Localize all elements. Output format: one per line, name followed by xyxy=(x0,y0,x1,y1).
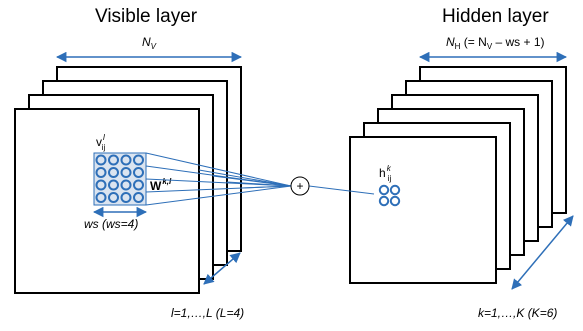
patch-ring-icon xyxy=(133,192,144,203)
patch-ring-icon xyxy=(120,192,132,203)
hidden-layer-stack xyxy=(349,66,567,284)
connection-line xyxy=(240,185,292,189)
hidden-layer-title: Hidden layer xyxy=(442,6,549,27)
patch-ring-icon xyxy=(95,167,107,178)
patch-ring-icon xyxy=(133,154,144,166)
patch-ring-icon xyxy=(133,167,144,178)
patch-ring-icon xyxy=(120,179,132,191)
sum-symbol: + xyxy=(296,179,303,193)
visible-depth-arrow xyxy=(203,252,241,285)
connection-line xyxy=(212,175,292,187)
patch-ring-icon xyxy=(120,167,132,178)
patch-ring-icon xyxy=(108,192,119,203)
visible-width-label: NV xyxy=(142,35,157,51)
patch-ring-icon xyxy=(133,179,144,191)
visible-count-label: l=1,…,L (L=4) xyxy=(171,306,244,320)
hidden-width-label: NH (= NV – ws + 1) xyxy=(446,35,545,51)
visible-layer-title: Visible layer xyxy=(95,6,198,27)
hidden-count-label: k=1,…,K (K=6) xyxy=(478,306,557,320)
patch-ring-icon xyxy=(95,192,107,203)
output-line xyxy=(308,185,375,195)
patch-ring-icon xyxy=(120,154,132,166)
connection-line xyxy=(226,181,292,187)
patch-ring-icon xyxy=(95,154,107,166)
patch-ring-icon xyxy=(108,179,119,191)
connection-lines xyxy=(145,152,375,206)
patch-ring-icon xyxy=(95,179,107,191)
hidden-sheet-1 xyxy=(349,136,497,284)
visible-unit-label: vl ij xyxy=(96,133,106,152)
ring-unit-icon xyxy=(378,184,401,207)
hidden-depth-arrow xyxy=(511,215,574,290)
receptive-field-patch xyxy=(93,152,147,206)
plus-circle-icon: + xyxy=(290,176,310,196)
connection-line xyxy=(198,169,292,187)
hidden-unit-label: hk ij xyxy=(379,164,392,183)
weight-label: Wk,l xyxy=(150,177,172,193)
patch-ring-icon xyxy=(108,167,119,178)
ws-label: ws (ws=4) xyxy=(84,217,138,231)
connection-line xyxy=(145,185,292,206)
patch-ring-grid xyxy=(95,154,144,203)
connection-line xyxy=(145,152,292,187)
patch-ring-icon xyxy=(108,154,119,166)
